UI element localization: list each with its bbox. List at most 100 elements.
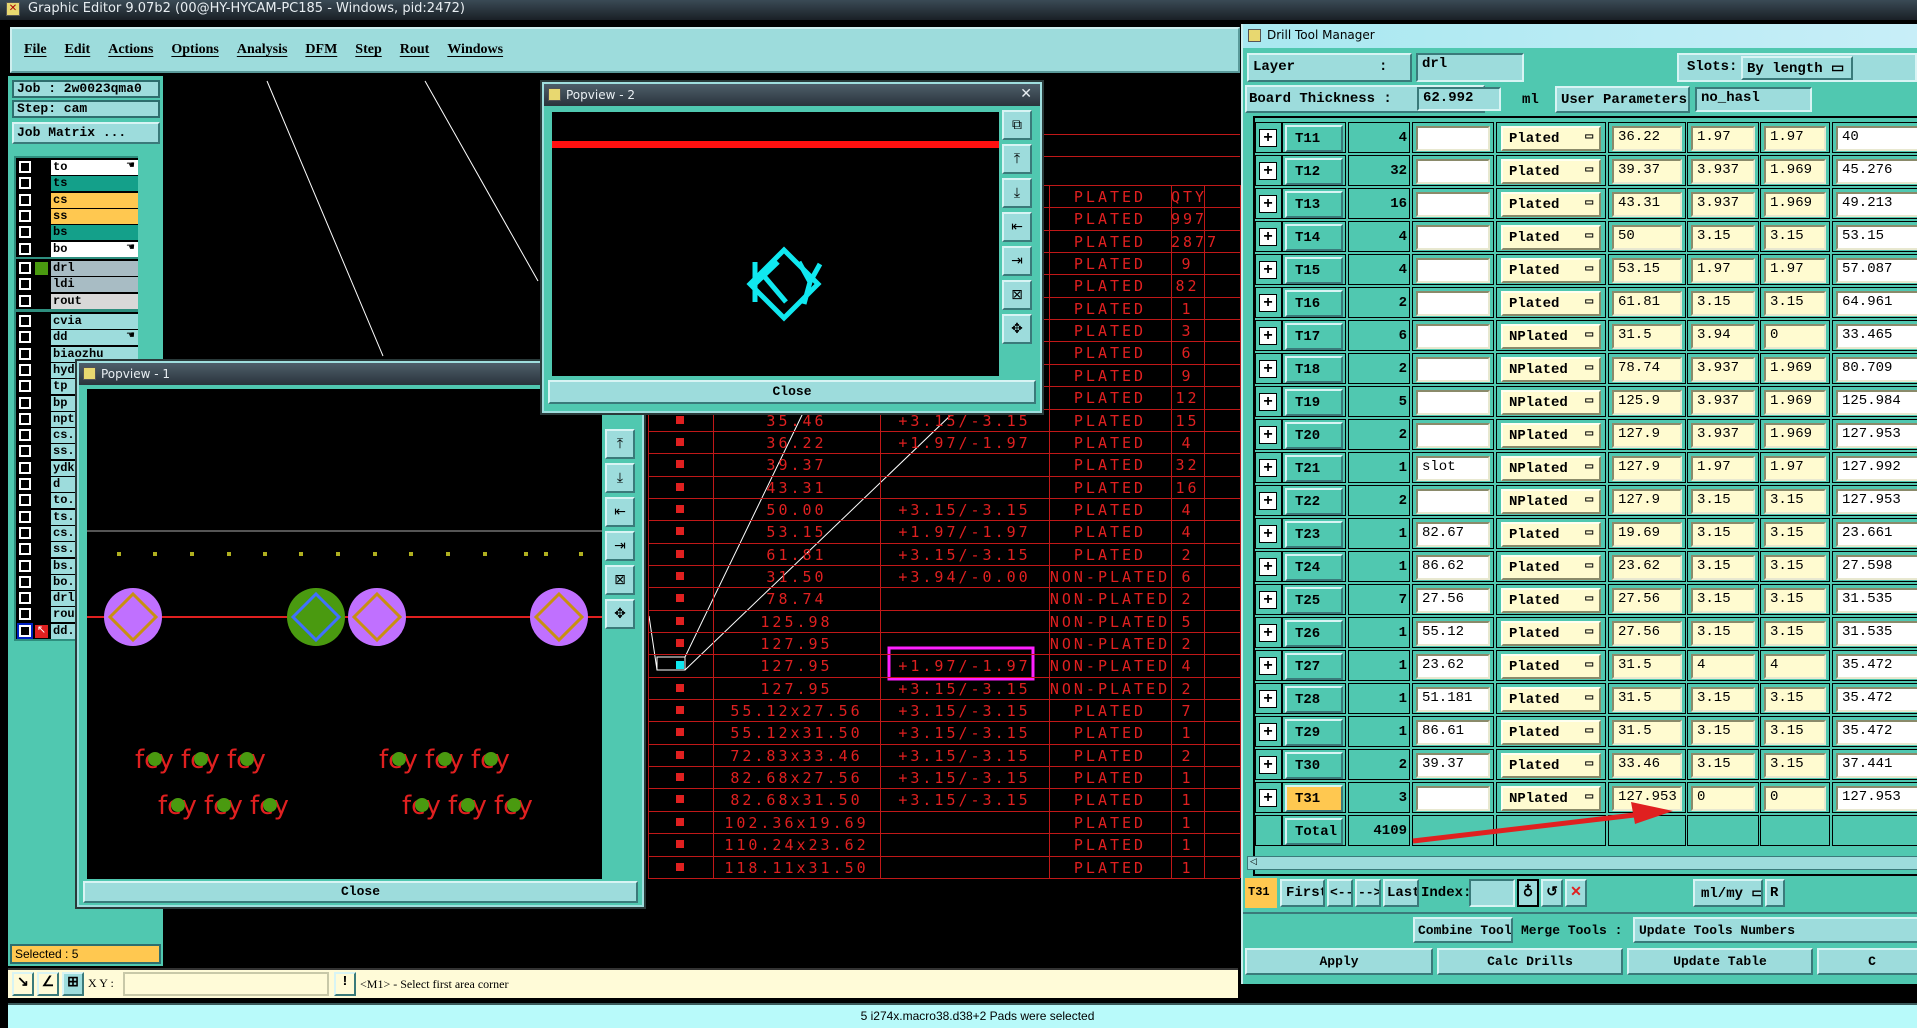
combine-tools-button[interactable]: Combine Tools [1413, 917, 1513, 943]
type-dropdown[interactable]: Plated ▭ [1501, 258, 1601, 283]
value-input-v1[interactable]: 31.5 [1612, 324, 1682, 349]
close-icon[interactable]: ✕ [1020, 86, 1032, 102]
user-parameters-button[interactable]: User Parameters : [1555, 86, 1690, 113]
checkbox[interactable] [19, 161, 31, 173]
plus-icon[interactable]: + [1259, 195, 1277, 213]
update-table-button[interactable]: Update Table [1627, 948, 1813, 975]
scroll-left-icon[interactable]: ◁ [1250, 857, 1257, 867]
value-input-v1[interactable]: 127.953 [1612, 786, 1682, 811]
value-input-v4[interactable]: 127.953 [1836, 489, 1917, 514]
last-button[interactable]: Last [1383, 879, 1419, 907]
type-dropdown[interactable]: NPlated ▭ [1501, 357, 1601, 382]
layer-name[interactable]: ts [51, 176, 138, 192]
note-input[interactable]: 86.62 [1416, 555, 1490, 580]
layer-row[interactable]: ldi [18, 277, 138, 293]
value-input-v3[interactable]: 3.15 [1764, 621, 1826, 646]
plus-icon[interactable]: + [1259, 360, 1277, 378]
refresh-icon[interactable]: ↺ [1541, 879, 1563, 907]
value-input-v2[interactable]: 3.15 [1691, 753, 1755, 778]
layer-row[interactable]: rout [18, 293, 138, 309]
tool-row[interactable]: + T23 1 82.67 Plated ▭ 19.69 3.15 3.15 23.661 [1255, 518, 1917, 551]
tool-button[interactable]: T19 [1285, 389, 1343, 416]
value-input-v3[interactable]: 1.969 [1764, 390, 1826, 415]
pan-left-icon[interactable]: ⇤ [605, 497, 635, 527]
value-input-v3[interactable]: 1.97 [1764, 456, 1826, 481]
popview-2-canvas[interactable] [552, 112, 999, 376]
plus-icon[interactable]: + [1259, 690, 1277, 708]
type-dropdown[interactable]: Plated ▭ [1501, 225, 1601, 250]
plus-icon[interactable]: + [1259, 426, 1277, 444]
tool-row[interactable]: + T18 2 NPlated ▭ 78.74 3.937 1.969 80.709 [1255, 353, 1917, 386]
value-input-v2[interactable]: 1.97 [1691, 126, 1755, 151]
r-button[interactable]: R [1765, 879, 1785, 907]
tool-row[interactable]: + T26 1 55.12 Plated ▭ 27.56 3.15 3.15 31.535 [1255, 617, 1917, 650]
value-input-v3[interactable]: 3.15 [1764, 489, 1826, 514]
type-dropdown[interactable]: Plated ▭ [1501, 687, 1601, 712]
layer-name[interactable]: rout [51, 293, 138, 309]
layer-row[interactable]: dd ☚ [18, 330, 138, 346]
checkbox[interactable] [19, 294, 31, 307]
center-icon[interactable]: ✥ [1002, 314, 1032, 344]
value-input-v3[interactable]: 3.15 [1764, 225, 1826, 250]
menu-actions[interactable]: Actions [108, 42, 154, 57]
info-icon[interactable]: ! [334, 972, 356, 996]
value-input-v4[interactable]: 127.953 [1836, 786, 1917, 811]
note-input[interactable] [1416, 489, 1490, 514]
value-input-v1[interactable]: 31.5 [1612, 654, 1682, 679]
checkbox[interactable] [19, 624, 31, 637]
type-dropdown[interactable]: Plated ▭ [1501, 555, 1601, 580]
note-input[interactable] [1416, 192, 1490, 217]
value-input-v2[interactable]: 3.937 [1691, 423, 1755, 448]
tool-button[interactable]: T29 [1285, 719, 1343, 746]
tool-button[interactable]: T17 [1285, 323, 1343, 350]
type-dropdown[interactable]: NPlated ▭ [1501, 324, 1601, 349]
layer-row[interactable]: ss [18, 208, 138, 224]
layer-name[interactable]: biaozhu [51, 346, 138, 362]
value-input-v2[interactable]: 3.15 [1691, 621, 1755, 646]
note-input[interactable] [1416, 357, 1490, 382]
horizontal-scrollbar[interactable]: ◁ [1247, 856, 1917, 870]
tool-button[interactable]: T14 [1285, 224, 1343, 251]
value-input-v3[interactable]: 1.97 [1764, 126, 1826, 151]
tool-button[interactable]: T31 [1285, 785, 1343, 812]
layer-row[interactable]: cs [18, 192, 138, 208]
pan-right-icon[interactable]: ⇥ [1002, 246, 1032, 276]
layer-row[interactable]: ts [18, 176, 138, 192]
value-input-v3[interactable]: 1.969 [1764, 159, 1826, 184]
value-input-v4[interactable]: 27.598 [1836, 555, 1917, 580]
layer-row[interactable]: bs [18, 225, 138, 241]
tool-button[interactable]: T27 [1285, 653, 1343, 680]
value-input-v2[interactable]: 3.15 [1691, 489, 1755, 514]
tool-button[interactable]: T26 [1285, 620, 1343, 647]
value-input-v4[interactable]: 31.535 [1836, 621, 1917, 646]
plus-icon[interactable]: + [1259, 624, 1277, 642]
menu-windows[interactable]: Windows [447, 42, 504, 57]
note-input[interactable]: 86.61 [1416, 720, 1490, 745]
checkbox[interactable] [19, 363, 31, 376]
layer-row[interactable]: bo ☚ [18, 241, 138, 257]
value-input-v1[interactable]: 43.31 [1612, 192, 1682, 217]
value-input-v1[interactable]: 31.5 [1612, 720, 1682, 745]
value-input-v2[interactable]: 1.97 [1691, 456, 1755, 481]
layer-name[interactable]: ldi [51, 277, 138, 293]
value-input-v1[interactable]: 50 [1612, 225, 1682, 250]
checkbox[interactable] [19, 193, 31, 206]
checkbox[interactable] [19, 315, 31, 327]
value-input-v4[interactable]: 127.953 [1836, 423, 1917, 448]
value-input-v4[interactable]: 80.709 [1836, 357, 1917, 382]
checkbox[interactable] [19, 412, 31, 425]
value-input-v1[interactable]: 27.56 [1612, 588, 1682, 613]
value-input-v3[interactable]: 1.969 [1764, 423, 1826, 448]
note-input[interactable]: 82.67 [1416, 522, 1490, 547]
type-dropdown[interactable]: NPlated ▭ [1501, 489, 1601, 514]
value-input-v4[interactable]: 49.213 [1836, 192, 1917, 217]
plus-icon[interactable]: + [1259, 723, 1277, 741]
tool-row[interactable]: + T27 1 23.62 Plated ▭ 31.5 4 4 35.472 [1255, 650, 1917, 683]
tool-row[interactable]: + T14 4 Plated ▭ 50 3.15 3.15 53.15 [1255, 221, 1917, 254]
type-dropdown[interactable]: Plated ▭ [1501, 621, 1601, 646]
note-input[interactable]: 39.37 [1416, 753, 1490, 778]
plus-icon[interactable]: + [1259, 294, 1277, 312]
value-input-v1[interactable]: 39.37 [1612, 159, 1682, 184]
tool-button[interactable]: T18 [1285, 356, 1343, 383]
board-thickness-field[interactable]: 62.992 [1417, 87, 1501, 111]
